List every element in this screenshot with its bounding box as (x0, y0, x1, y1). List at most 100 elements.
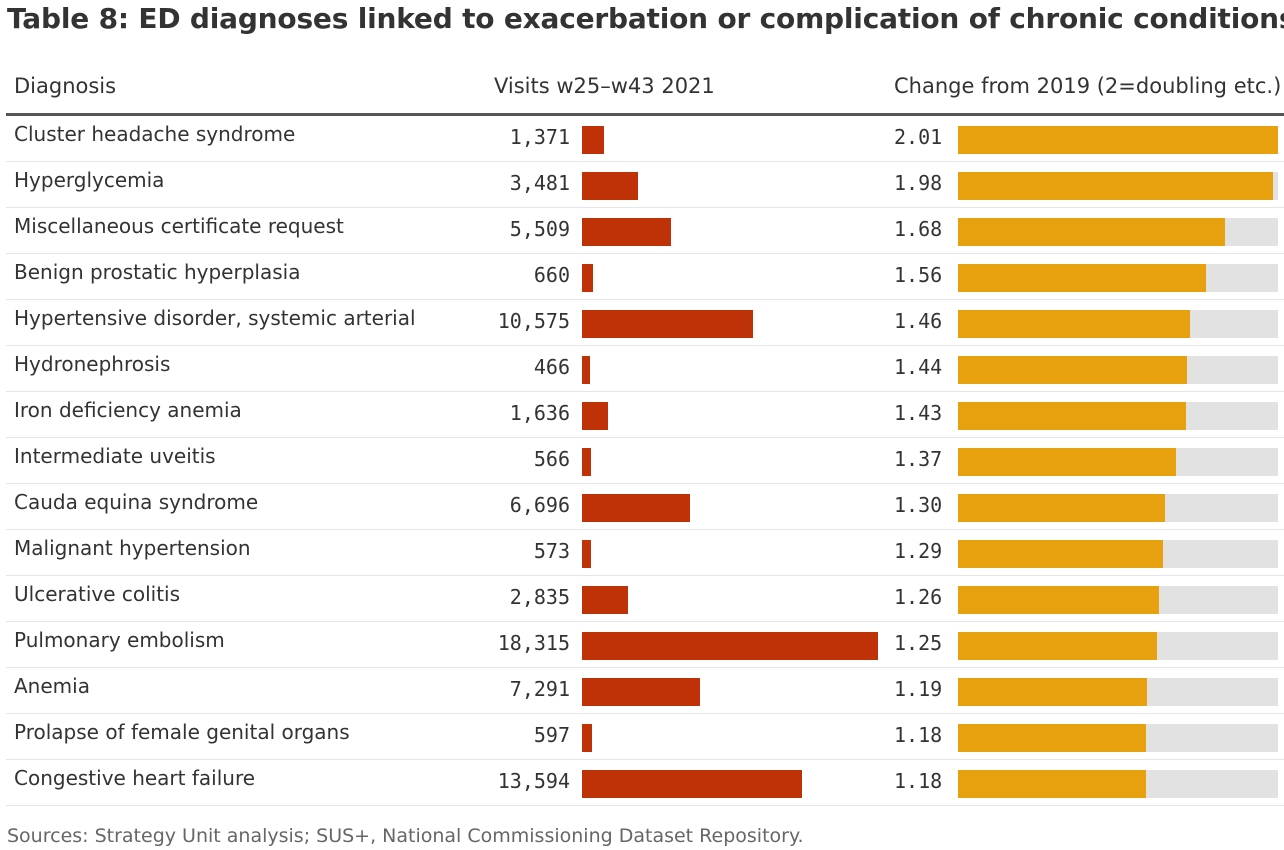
diagnosis-label: Pulmonary embolism (14, 628, 225, 652)
column-header-diagnosis: Diagnosis (14, 74, 117, 98)
change-bar (958, 402, 1186, 430)
diagnosis-label: Prolapse of female genital organs (14, 720, 350, 744)
diagnosis-label: Cluster headache syndrome (14, 122, 296, 146)
table-row: Intermediate uveitis 566 1.37 (0, 438, 1284, 484)
change-bar (958, 356, 1188, 384)
visits-bar (582, 540, 592, 568)
visits-value: 660 (533, 263, 570, 287)
visits-bar (582, 126, 605, 154)
change-value: 1.30 (894, 493, 943, 517)
table-title: Table 8: ED diagnoses linked to exacerba… (7, 2, 1284, 35)
visits-bar (582, 448, 592, 476)
change-value: 1.43 (894, 401, 943, 425)
visits-bar (582, 724, 592, 752)
row-divider (6, 345, 1284, 346)
visits-value: 10,575 (497, 309, 570, 333)
change-bar-track (958, 126, 1278, 154)
change-bar-track (958, 632, 1278, 660)
change-value: 2.01 (894, 125, 943, 149)
visits-value: 7,291 (509, 677, 570, 701)
visits-bar (582, 678, 700, 706)
visits-bar (582, 172, 639, 200)
row-divider (6, 529, 1284, 530)
change-value: 1.44 (894, 355, 943, 379)
table-row: Hydronephrosis 466 1.44 (0, 346, 1284, 392)
visits-bar (582, 356, 590, 384)
diagnosis-label: Hydronephrosis (14, 352, 171, 376)
row-divider (6, 805, 1284, 806)
change-bar-track (958, 770, 1278, 798)
row-divider (6, 161, 1284, 162)
change-value: 1.25 (894, 631, 943, 655)
change-bar-track (958, 448, 1278, 476)
change-bar (958, 770, 1146, 798)
change-value: 1.56 (894, 263, 943, 287)
table-row: Anemia 7,291 1.19 (0, 668, 1284, 714)
visits-bar (582, 402, 609, 430)
change-bar (958, 678, 1148, 706)
table-row: Hyperglycemia 3,481 1.98 (0, 162, 1284, 208)
change-bar (958, 264, 1207, 292)
change-bar-track (958, 218, 1278, 246)
change-bar (958, 494, 1165, 522)
diagnosis-label: Iron deficiency anemia (14, 398, 242, 422)
change-bar-track (958, 402, 1278, 430)
diagnosis-label: Ulcerative colitis (14, 582, 181, 606)
column-header-change: Change from 2019 (2=doubling etc.) (894, 74, 1282, 98)
visits-value: 1,371 (509, 125, 570, 149)
change-bar (958, 172, 1274, 200)
visits-bar (582, 264, 593, 292)
change-bar-track (958, 264, 1278, 292)
change-bar (958, 448, 1177, 476)
row-divider (6, 391, 1284, 392)
visits-value: 2,835 (509, 585, 570, 609)
row-divider (6, 299, 1284, 300)
table-row: Miscellaneous certificate request 5,509 1.… (0, 208, 1284, 254)
diagnosis-label: Anemia (14, 674, 90, 698)
table-row: Malignant hypertension 573 1.29 (0, 530, 1284, 576)
change-value: 1.26 (894, 585, 943, 609)
table-row: Congestive heart failure 13,594 1.18 (0, 760, 1284, 806)
table-row: Pulmonary embolism 18,315 1.25 (0, 622, 1284, 668)
change-bar (958, 540, 1164, 568)
visits-bar (582, 218, 672, 246)
row-divider (6, 759, 1284, 760)
visits-value: 466 (533, 355, 570, 379)
change-bar (958, 126, 1278, 154)
diagnosis-label: Intermediate uveitis (14, 444, 216, 468)
change-value: 1.19 (894, 677, 943, 701)
visits-value: 597 (533, 723, 570, 747)
change-value: 1.68 (894, 217, 943, 241)
table-row: Cluster headache syndrome 1,371 2.01 (0, 116, 1284, 162)
diagnosis-label: Malignant hypertension (14, 536, 251, 560)
visits-bar (582, 770, 802, 798)
row-divider (6, 253, 1284, 254)
visits-value: 5,509 (509, 217, 570, 241)
table-row: Iron deficiency anemia 1,636 1.43 (0, 392, 1284, 438)
diagnosis-label: Miscellaneous certificate request (14, 214, 344, 238)
visits-value: 1,636 (509, 401, 570, 425)
change-bar-track (958, 678, 1278, 706)
row-divider (6, 483, 1284, 484)
row-divider (6, 713, 1284, 714)
column-header-visits: Visits w25–w43 2021 (494, 74, 715, 98)
diagnosis-label: Benign prostatic hyperplasia (14, 260, 301, 284)
change-bar-track (958, 172, 1278, 200)
table-row: Ulcerative colitis 2,835 1.26 (0, 576, 1284, 622)
visits-value: 18,315 (497, 631, 570, 655)
change-value: 1.37 (894, 447, 943, 471)
row-divider (6, 207, 1284, 208)
change-bar-track (958, 540, 1278, 568)
change-bar-track (958, 724, 1278, 752)
diagnosis-label: Congestive heart failure (14, 766, 256, 790)
diagnosis-label: Cauda equina syndrome (14, 490, 259, 514)
visits-bar (582, 310, 753, 338)
change-bar (958, 632, 1157, 660)
row-divider (6, 621, 1284, 622)
diagnosis-label: Hypertensive disorder, systemic arterial (14, 306, 416, 330)
change-bar-track (958, 310, 1278, 338)
change-bar (958, 218, 1226, 246)
change-value: 1.98 (894, 171, 943, 195)
visits-value: 3,481 (509, 171, 570, 195)
row-divider (6, 437, 1284, 438)
